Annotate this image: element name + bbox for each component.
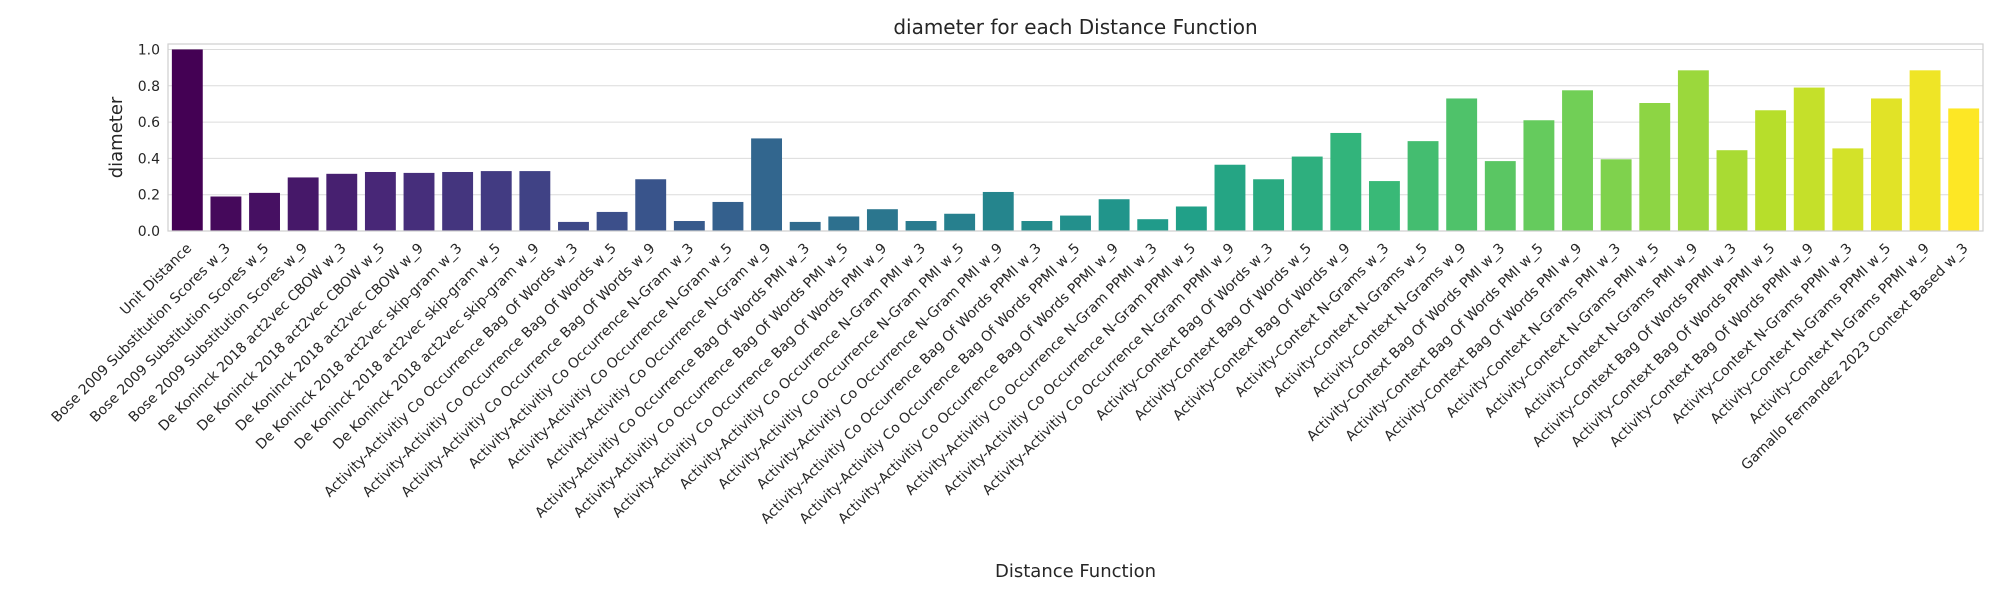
bar — [1137, 219, 1169, 231]
bar — [673, 221, 705, 231]
bar — [1832, 148, 1864, 231]
bar — [249, 192, 280, 231]
bar — [1948, 108, 1980, 231]
bar — [751, 138, 783, 231]
bar — [442, 171, 474, 231]
bar — [712, 201, 744, 231]
bar — [558, 221, 589, 231]
y-axis-label: diameter — [106, 96, 127, 178]
bar — [905, 221, 937, 231]
bar — [1291, 156, 1323, 231]
bar — [326, 173, 358, 231]
bar — [1253, 179, 1285, 231]
bar — [171, 49, 203, 232]
y-tick-label: 0.0 — [138, 224, 160, 240]
bar — [1677, 70, 1709, 231]
x-axis-label: Distance Function — [995, 561, 1156, 582]
bar — [1871, 98, 1902, 231]
bar — [1175, 206, 1207, 231]
bar — [1214, 164, 1246, 231]
plot-area-frame — [167, 43, 1984, 232]
bar — [1368, 181, 1400, 231]
bar — [1562, 90, 1593, 232]
y-tick-label: 0.4 — [138, 151, 160, 167]
chart-title: diameter for each Distance Function — [893, 15, 1257, 39]
bar — [1021, 221, 1053, 231]
bar — [1755, 110, 1787, 231]
bar — [828, 216, 860, 231]
bar — [403, 172, 435, 231]
bar — [364, 171, 396, 231]
bars — [171, 49, 1980, 232]
x-tick-label: Activity-Context N-Grams PPMI w_9 — [1746, 241, 1933, 428]
bar — [789, 221, 821, 231]
bar — [944, 213, 976, 231]
bar — [1407, 141, 1439, 231]
x-tick-label: Activity-Activitiy Co Occurrence N-Gram … — [980, 241, 1238, 499]
x-tick-label: Activity-Activitiy Co Occurrence N-Gram … — [941, 241, 1199, 499]
bar — [1600, 159, 1632, 231]
bar — [1060, 215, 1091, 231]
bar — [635, 179, 667, 231]
bar — [1909, 70, 1941, 231]
bar — [1639, 103, 1671, 231]
gridlines — [168, 48, 1983, 232]
bar — [519, 171, 551, 231]
bar — [1330, 132, 1362, 231]
bar — [1523, 120, 1555, 231]
y-tick-label: 0.2 — [138, 188, 160, 204]
bar — [480, 171, 512, 231]
x-tick-label: Activity-Activitiy Co Occurrence N-Gram … — [902, 241, 1160, 499]
y-axis-ticks: 0.0 0.2 0.4 0.6 0.8 1.0 — [138, 42, 160, 240]
bar — [1446, 98, 1478, 231]
bar — [982, 191, 1014, 231]
bar — [1793, 87, 1825, 231]
bar — [1716, 150, 1748, 231]
bar — [1098, 199, 1130, 231]
y-tick-label: 1.0 — [138, 42, 160, 58]
y-tick-label: 0.8 — [138, 79, 160, 95]
bar — [210, 196, 242, 231]
y-tick-label: 0.6 — [138, 115, 160, 131]
bar — [1484, 161, 1516, 231]
bar — [866, 209, 898, 231]
bar — [287, 177, 319, 231]
bar — [596, 211, 628, 231]
